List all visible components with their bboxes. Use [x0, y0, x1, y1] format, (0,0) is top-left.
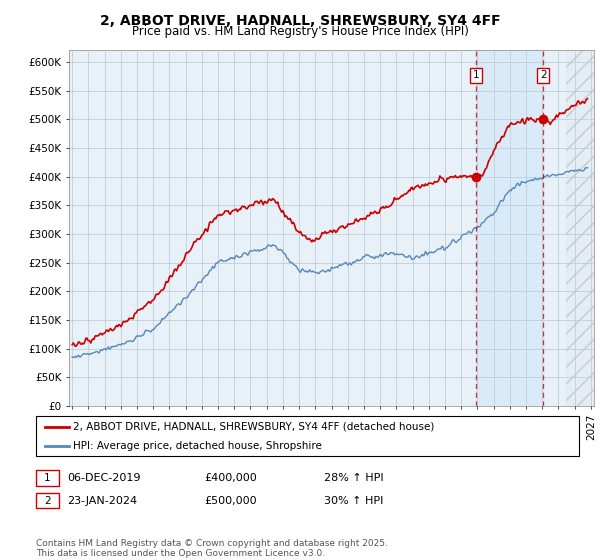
Text: 2, ABBOT DRIVE, HADNALL, SHREWSBURY, SY4 4FF: 2, ABBOT DRIVE, HADNALL, SHREWSBURY, SY4…: [100, 14, 500, 28]
Text: Price paid vs. HM Land Registry's House Price Index (HPI): Price paid vs. HM Land Registry's House …: [131, 25, 469, 38]
Bar: [566, 50, 600, 406]
Text: 1: 1: [473, 71, 479, 80]
Bar: [566, 50, 600, 406]
Text: 06-DEC-2019: 06-DEC-2019: [67, 473, 140, 483]
Text: 1: 1: [44, 473, 51, 483]
Bar: [476, 50, 543, 406]
Bar: [566, 50, 600, 406]
Text: Contains HM Land Registry data © Crown copyright and database right 2025.
This d: Contains HM Land Registry data © Crown c…: [36, 539, 388, 558]
Text: 28% ↑ HPI: 28% ↑ HPI: [324, 473, 383, 483]
Text: 2: 2: [44, 496, 51, 506]
Text: 2, ABBOT DRIVE, HADNALL, SHREWSBURY, SY4 4FF (detached house): 2, ABBOT DRIVE, HADNALL, SHREWSBURY, SY4…: [73, 422, 434, 432]
Text: £500,000: £500,000: [204, 496, 257, 506]
Text: 30% ↑ HPI: 30% ↑ HPI: [324, 496, 383, 506]
Text: HPI: Average price, detached house, Shropshire: HPI: Average price, detached house, Shro…: [73, 441, 322, 450]
Text: £400,000: £400,000: [204, 473, 257, 483]
Text: 23-JAN-2024: 23-JAN-2024: [67, 496, 137, 506]
Text: 2: 2: [540, 71, 547, 80]
